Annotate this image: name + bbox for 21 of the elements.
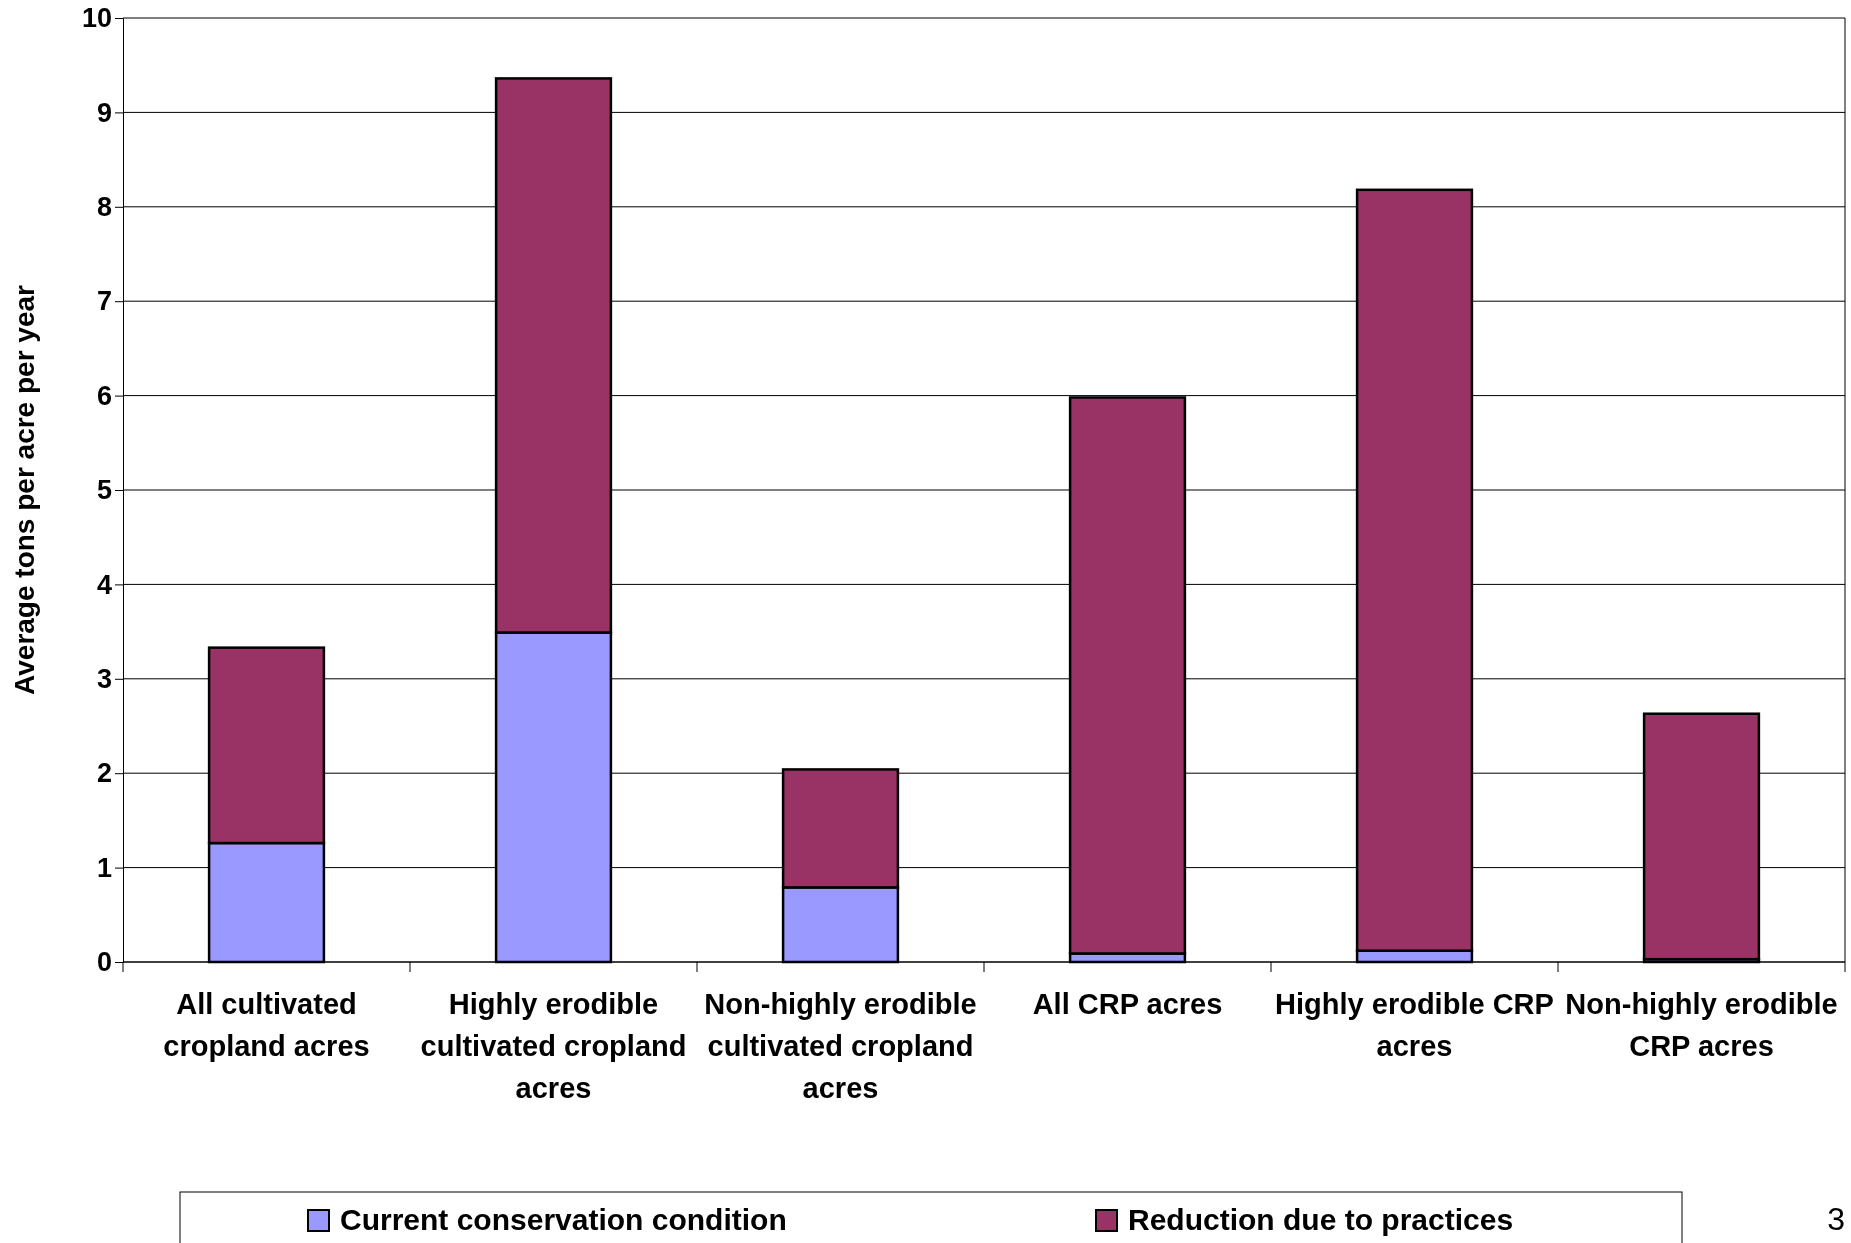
x-tick-label: Highly erodible cultivated cropland acres <box>420 988 687 1104</box>
y-tick-label: 10 <box>81 3 112 34</box>
y-tick-label: 5 <box>96 475 112 506</box>
y-tick-label: 2 <box>96 758 112 789</box>
y-tick-label: 4 <box>96 569 112 600</box>
y-tick-label: 8 <box>96 191 112 222</box>
y-tick-label: 0 <box>96 947 112 978</box>
x-tick-label: Non-highly erodible CRP acres <box>1565 988 1838 1062</box>
x-tick-label: All cultivated cropland acres <box>163 988 370 1062</box>
legend-label: Current conservation condition <box>340 1203 787 1236</box>
y-tick-label: 7 <box>96 286 112 317</box>
y-tick-label: 6 <box>96 380 112 411</box>
text: 3 <box>1827 1201 1845 1237</box>
x-tick-label: All CRP acres <box>1032 988 1223 1020</box>
x-tick-label: Highly erodible CRP acres <box>1275 988 1554 1062</box>
x-tick-label: Non-highly erodible cultivated cropland acres <box>704 988 977 1104</box>
y-tick-label: 3 <box>96 663 112 694</box>
legend-label: Reduction due to practices <box>1128 1203 1514 1236</box>
y-tick-label: 1 <box>96 852 112 883</box>
y-tick-label: 9 <box>96 97 112 128</box>
y-axis-title: Average tons per acre per year <box>9 284 40 695</box>
